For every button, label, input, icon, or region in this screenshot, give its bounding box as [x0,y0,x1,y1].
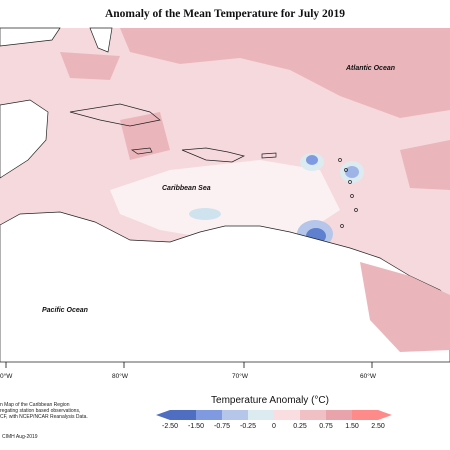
legend-tick-label: 2.50 [371,423,385,430]
pacific-ocean-label: Pacific Ocean [42,307,88,314]
legend-tick-label: 1.50 [345,423,359,430]
legend-tick-label: -0.25 [240,423,256,430]
legend-tick-label: -2.50 [162,423,178,430]
legend-arrow-low [156,410,170,420]
legend-tick-labels: -2.50 -1.50 -0.75 -0.25 0 0.25 0.75 1.50 2.50 [162,423,385,430]
lon-tick-label: 0°W [0,372,13,380]
legend-tick-label: -1.50 [188,423,204,430]
lon-tick-label: 70°W [232,372,249,380]
cuba-outline [69,103,161,127]
legend-color-swatch [326,410,353,420]
lon-tick-label: 80°W [112,372,129,380]
warm-anomaly-zone-east [400,140,450,190]
legend-tick-label: 0.25 [293,423,307,430]
warm-anomaly-land [360,262,450,352]
cool-anomaly-core [345,166,359,178]
legend-tick-label: -0.75 [214,423,230,430]
legend-color-swatch [222,410,249,420]
legend-color-swatch [248,410,275,420]
neutral-anomaly-zone-caribbean [110,160,340,240]
atlantic-ocean-label: Atlantic Ocean [345,65,395,72]
florida-land [89,27,113,53]
warm-anomaly-zone-north [120,28,450,118]
legend-color-swatch [300,410,327,420]
legend-color-swatch [352,410,379,420]
legend-colorbar [156,410,392,420]
credit-text: CIMH Aug-2019 [2,434,38,440]
puerto-rico-outline [261,152,277,159]
warm-anomaly-zone-bahamas [60,52,120,80]
lon-tick-label: 60°W [360,372,377,380]
footnote: n Map of the Caribbean Region regating s… [0,402,110,421]
gulf-coast-land [0,27,61,47]
footnote-line: n Map of the Caribbean Region [0,402,70,408]
warm-anomaly-zone-jamaica [120,112,170,160]
hispaniola-outline [181,147,246,163]
legend-color-swatch [170,410,197,420]
legend-color-swatch [274,410,301,420]
cool-anomaly-patch [189,208,221,220]
footnote-line: regating station based observations, [0,408,81,415]
cool-anomaly-core [306,155,318,165]
south-america-land [0,211,450,363]
legend-arrow-high [378,410,392,420]
map-title: Anomaly of the Mean Temperature for July… [104,8,346,20]
legend-tick-label: 0.75 [319,423,333,430]
legend-tick-label: 0 [272,423,276,430]
lesser-antilles-outline [338,158,358,228]
lon-ticks [5,362,373,368]
yucatan-land [0,99,49,179]
jamaica-outline [131,147,153,155]
footnote-line: CF, with NCEP/NCAR Reanalysis Data. [0,414,88,421]
caribbean-sea-label: Caribbean Sea [162,185,211,192]
legend-title: Temperature Anomaly (°C) [211,395,329,406]
legend-color-swatch [196,410,223,420]
